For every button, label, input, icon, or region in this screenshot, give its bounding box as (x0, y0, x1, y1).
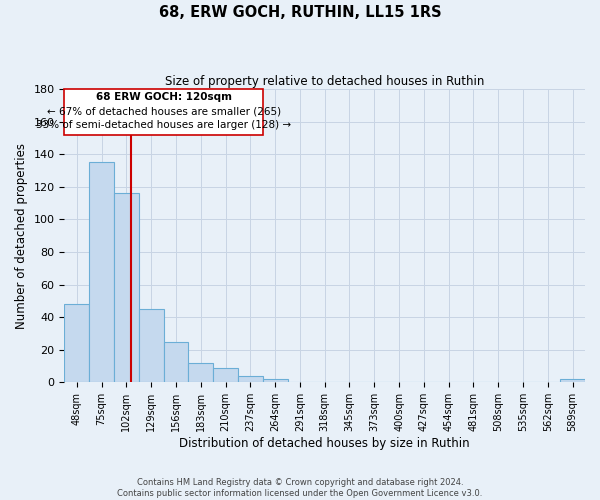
Bar (560, 379, 585, 382)
Text: 68, ERW GOCH, RUTHIN, LL15 1RS: 68, ERW GOCH, RUTHIN, LL15 1RS (158, 5, 442, 20)
FancyBboxPatch shape (64, 89, 263, 135)
Bar (213, 368, 238, 382)
Text: 68 ERW GOCH: 120sqm: 68 ERW GOCH: 120sqm (95, 92, 232, 102)
X-axis label: Distribution of detached houses by size in Ruthin: Distribution of detached houses by size … (179, 437, 470, 450)
Bar (139, 309, 164, 382)
Bar (89, 162, 114, 382)
Title: Size of property relative to detached houses in Ruthin: Size of property relative to detached ho… (165, 75, 484, 88)
Bar (164, 342, 188, 382)
Bar (238, 376, 263, 382)
Text: 33% of semi-detached houses are larger (128) →: 33% of semi-detached houses are larger (… (36, 120, 291, 130)
Y-axis label: Number of detached properties: Number of detached properties (15, 143, 28, 329)
Bar (64, 304, 89, 382)
Text: ← 67% of detached houses are smaller (265): ← 67% of detached houses are smaller (26… (47, 106, 281, 116)
Text: Contains HM Land Registry data © Crown copyright and database right 2024.
Contai: Contains HM Land Registry data © Crown c… (118, 478, 482, 498)
Bar (263, 379, 287, 382)
Bar (114, 194, 139, 382)
Bar (188, 363, 213, 382)
